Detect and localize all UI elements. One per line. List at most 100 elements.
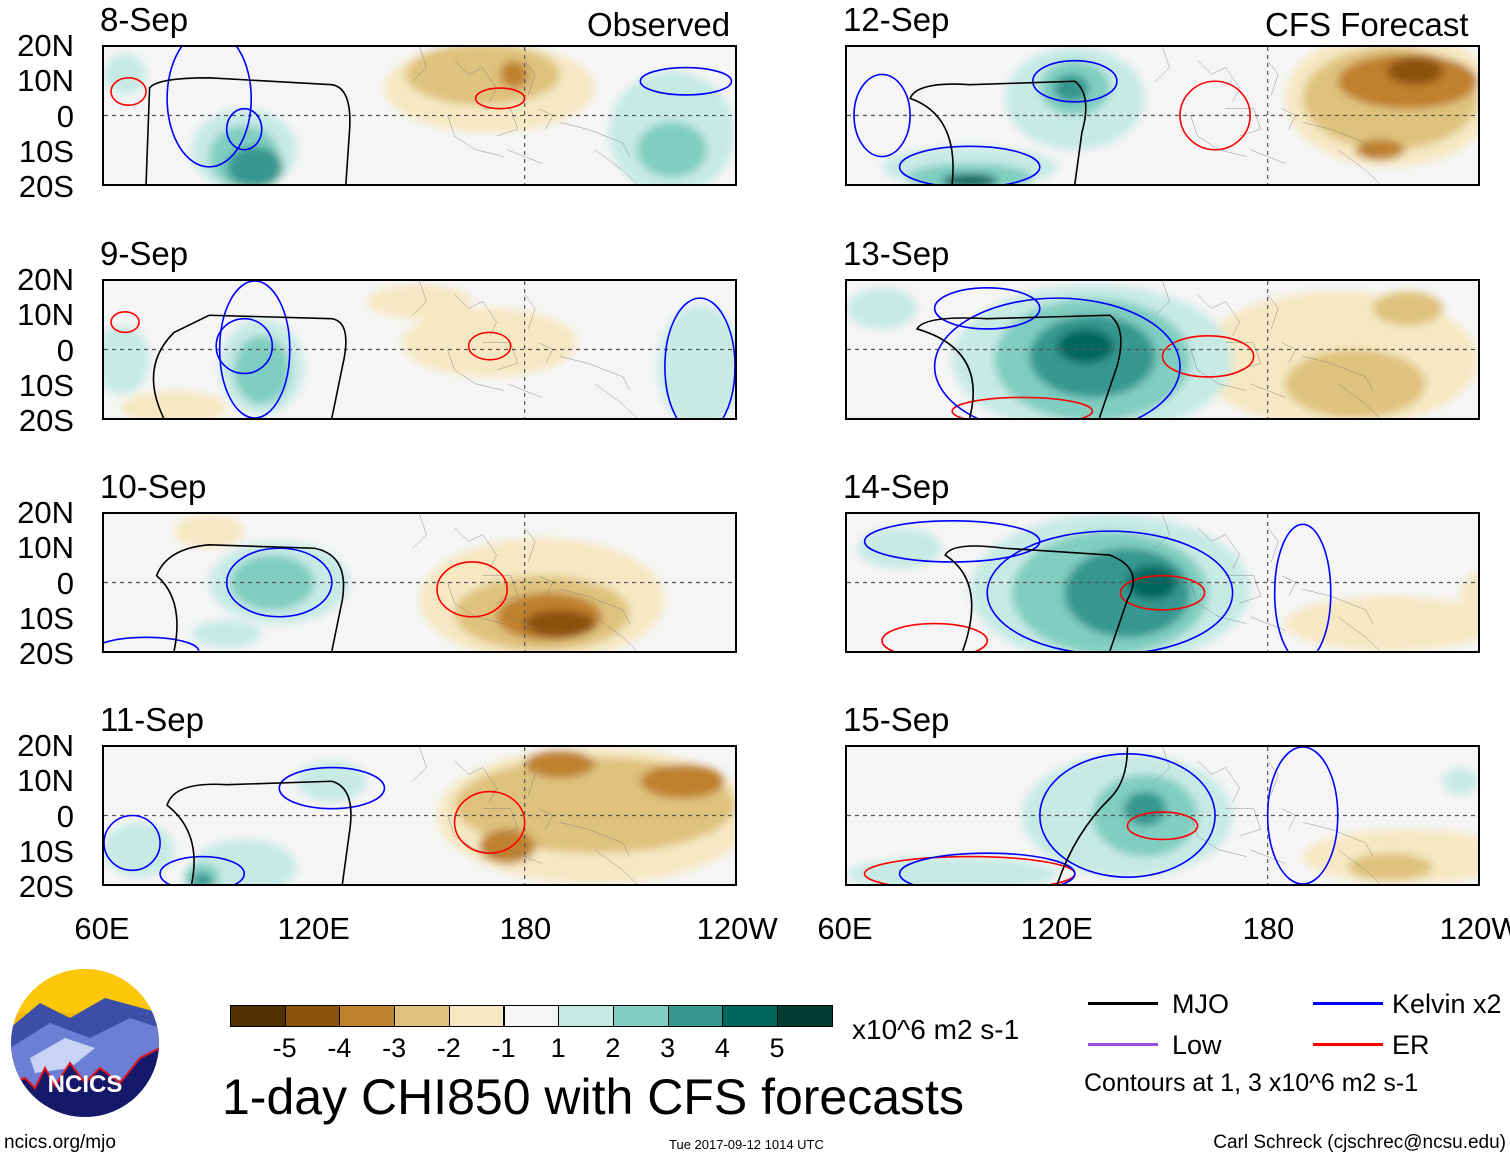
lat-label: 10N xyxy=(17,530,74,566)
footer-url[interactable]: ncics.org/mjo xyxy=(4,1132,116,1153)
kelvin-legend-line xyxy=(1313,1002,1383,1005)
lat-label: 20N xyxy=(17,495,74,530)
lon-label: 120W xyxy=(1439,911,1510,946)
mjo-legend-line xyxy=(1088,1002,1158,1005)
er-contour xyxy=(455,792,525,854)
kelvin-contour xyxy=(935,288,1040,329)
colorbar-label: -5 xyxy=(272,1033,297,1063)
er-contour xyxy=(476,88,525,109)
lat-label: 20N xyxy=(17,728,74,763)
chi-anomaly-region xyxy=(479,829,536,864)
kelvin-contour xyxy=(160,857,244,884)
observed-header: Observed xyxy=(587,6,731,43)
map-panel-11-Sep xyxy=(102,745,737,886)
chi-anomaly-region xyxy=(1442,767,1478,795)
lat-label: 20S xyxy=(18,869,74,904)
lat-label: 10S xyxy=(18,833,74,869)
mjo-contour xyxy=(146,78,350,184)
colorbar-swatch xyxy=(339,1005,396,1027)
lat-label: 0 xyxy=(56,565,74,601)
panel-date: 14-Sep xyxy=(843,468,950,505)
map-panel-13-Sep xyxy=(845,279,1480,420)
kelvin-contour xyxy=(865,521,1040,562)
lat-label: 20N xyxy=(17,262,74,297)
map-panel-15-Sep xyxy=(845,745,1480,886)
lat-label: 20S xyxy=(18,636,74,671)
lon-label: 120E xyxy=(277,911,350,946)
chi-anomaly-region xyxy=(104,325,150,395)
colorbar-label: 1 xyxy=(550,1033,566,1063)
colorbar-label: 5 xyxy=(769,1033,785,1063)
chi-anomaly-region xyxy=(524,750,595,778)
mjo-contour xyxy=(157,545,344,651)
chi-anomaly-region xyxy=(1386,57,1443,85)
kelvin-contour xyxy=(640,68,731,95)
chi-anomaly-region xyxy=(233,335,290,405)
mjo-contour xyxy=(910,81,1086,184)
mjo-contour xyxy=(1057,747,1127,884)
lat-label: 10S xyxy=(18,367,74,403)
colorbar-swatch xyxy=(448,1005,505,1027)
lon-label: 60E xyxy=(817,911,873,946)
lat-label: 20S xyxy=(18,403,74,438)
chi-anomaly-region xyxy=(657,304,735,418)
colorbar-label: 3 xyxy=(660,1033,676,1063)
chi-anomaly-region xyxy=(191,620,262,648)
panel-date: 10-Sep xyxy=(100,468,207,505)
legend-kelvin: Kelvin x2 xyxy=(1392,989,1502,1019)
kelvin-contour xyxy=(1275,524,1331,651)
legend-mjo: MJO xyxy=(1172,989,1229,1019)
chi-anomaly-region xyxy=(1064,548,1191,638)
chi-anomaly-region xyxy=(847,287,918,329)
kelvin-contour xyxy=(665,298,735,418)
low-legend-line xyxy=(1088,1043,1158,1046)
kelvin-contour xyxy=(279,768,384,809)
colorbar-label: -2 xyxy=(436,1033,461,1063)
mjo-contour xyxy=(917,315,1121,418)
mjo-contour xyxy=(945,546,1133,651)
lat-label: 20S xyxy=(18,169,74,204)
er-contour xyxy=(1163,336,1254,377)
kelvin-contour xyxy=(220,281,290,418)
colorbar-swatch xyxy=(394,1005,450,1027)
kelvin-contour xyxy=(167,47,251,167)
kelvin-contour xyxy=(227,548,332,617)
footer-timestamp: Tue 2017-09-12 1014 UTC xyxy=(669,1137,824,1152)
mjo-contour xyxy=(167,781,351,884)
chi-anomaly-region xyxy=(1285,349,1426,418)
map-panel-10-Sep xyxy=(102,512,737,653)
kelvin-contour xyxy=(1268,747,1338,884)
colorbar-label: 4 xyxy=(714,1033,730,1063)
colorbar-swatch xyxy=(284,1005,341,1027)
kelvin-contour xyxy=(227,109,262,150)
chi-anomaly-region xyxy=(1372,291,1443,326)
chi-anomaly-region xyxy=(941,173,998,184)
chi-anomaly-region xyxy=(226,146,283,184)
lat-label: 20N xyxy=(17,28,74,63)
kelvin-contour xyxy=(900,853,1075,884)
figure-title: 1-day CHI850 with CFS forecasts xyxy=(222,1069,964,1125)
lon-label: 120W xyxy=(696,911,778,946)
chi-anomaly-region xyxy=(104,53,147,95)
chi-anomaly-region xyxy=(847,856,1058,884)
colorbar-label: -3 xyxy=(382,1033,407,1063)
chi-anomaly-region xyxy=(1355,139,1405,161)
er-contour xyxy=(437,562,507,617)
lat-label: 10N xyxy=(17,63,74,99)
colorbar-swatch xyxy=(777,1005,833,1027)
chi-anomaly-region xyxy=(104,822,175,878)
colorbar-swatch xyxy=(230,1005,286,1027)
lon-label: 180 xyxy=(499,911,552,946)
kelvin-contour xyxy=(216,319,272,374)
er-contour xyxy=(882,624,987,651)
kelvin-contour xyxy=(987,531,1232,651)
colorbar-label: -4 xyxy=(327,1033,352,1063)
er-contour xyxy=(1180,81,1250,150)
kelvin-contour xyxy=(104,637,199,651)
colorbar-swatch xyxy=(612,1005,669,1027)
panel-date: 13-Sep xyxy=(843,235,950,272)
er-contour xyxy=(469,332,511,359)
map-panel-8-Sep xyxy=(102,45,737,186)
lat-label: 10S xyxy=(18,600,74,636)
